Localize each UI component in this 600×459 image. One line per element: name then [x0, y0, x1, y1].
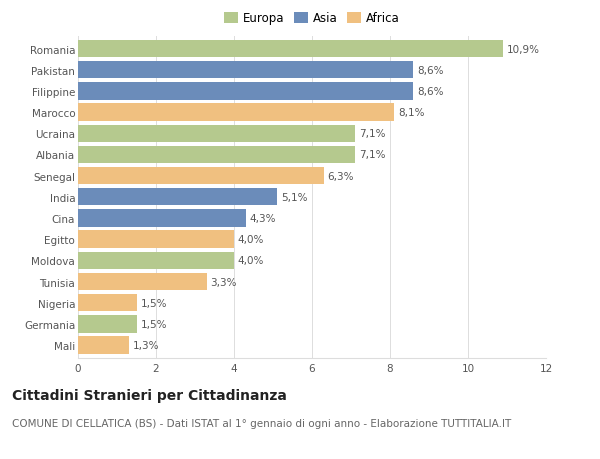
Bar — [78, 273, 206, 291]
Bar — [78, 315, 137, 333]
Text: 4,3%: 4,3% — [250, 213, 276, 224]
Bar — [78, 189, 277, 206]
Text: 7,1%: 7,1% — [359, 150, 385, 160]
Text: 4,0%: 4,0% — [238, 256, 264, 266]
Bar — [78, 83, 413, 101]
Text: 1,5%: 1,5% — [140, 319, 167, 329]
Text: 4,0%: 4,0% — [238, 235, 264, 245]
Bar — [78, 210, 246, 227]
Bar — [78, 168, 324, 185]
Text: 1,3%: 1,3% — [133, 340, 159, 350]
Text: 7,1%: 7,1% — [359, 129, 385, 139]
Text: 8,1%: 8,1% — [398, 108, 424, 118]
Text: Cittadini Stranieri per Cittadinanza: Cittadini Stranieri per Cittadinanza — [12, 388, 287, 402]
Bar — [78, 125, 355, 143]
Text: 6,3%: 6,3% — [328, 171, 354, 181]
Bar — [78, 231, 234, 248]
Bar — [78, 41, 503, 58]
Bar — [78, 294, 137, 312]
Text: 3,3%: 3,3% — [211, 277, 237, 287]
Text: 8,6%: 8,6% — [418, 66, 444, 76]
Legend: Europa, Asia, Africa: Europa, Asia, Africa — [222, 10, 402, 28]
Bar — [78, 104, 394, 122]
Text: 10,9%: 10,9% — [507, 45, 540, 55]
Text: COMUNE DI CELLATICA (BS) - Dati ISTAT al 1° gennaio di ogni anno - Elaborazione : COMUNE DI CELLATICA (BS) - Dati ISTAT al… — [12, 418, 511, 428]
Text: 8,6%: 8,6% — [418, 87, 444, 97]
Bar — [78, 336, 128, 354]
Text: 1,5%: 1,5% — [140, 298, 167, 308]
Bar — [78, 146, 355, 164]
Text: 5,1%: 5,1% — [281, 192, 307, 202]
Bar — [78, 252, 234, 269]
Bar — [78, 62, 413, 79]
